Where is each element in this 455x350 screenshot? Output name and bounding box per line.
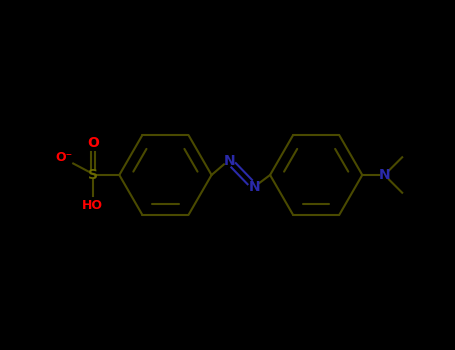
Text: N: N xyxy=(223,154,235,168)
Text: N: N xyxy=(248,180,260,194)
Text: O: O xyxy=(87,136,99,150)
Text: O⁻: O⁻ xyxy=(56,151,73,164)
Text: HO: HO xyxy=(82,199,103,212)
Text: S: S xyxy=(88,168,98,182)
Text: N: N xyxy=(379,168,390,182)
